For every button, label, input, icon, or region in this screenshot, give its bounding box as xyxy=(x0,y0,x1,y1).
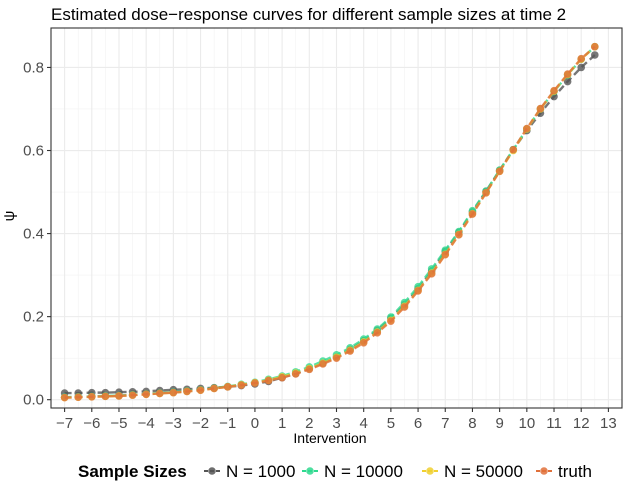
data-point xyxy=(550,86,558,95)
data-point xyxy=(74,393,82,402)
y-axis: 0.0 0.2 0.4 0.6 0.8 xyxy=(23,59,51,409)
x-tick-label: 3 xyxy=(332,415,340,432)
x-tick-label: 12 xyxy=(573,415,590,432)
data-point xyxy=(332,354,341,362)
y-tick-label: 0.0 xyxy=(23,392,44,409)
legend-label: truth xyxy=(558,462,592,481)
data-point xyxy=(577,63,586,72)
y-axis-label: ψ xyxy=(1,211,18,222)
data-point xyxy=(591,42,599,51)
data-point xyxy=(142,390,150,399)
legend: Sample Sizes N = 1000 N = 10000 N = 50000 t… xyxy=(78,462,592,481)
x-tick-label: −4 xyxy=(138,415,155,432)
legend-title: Sample Sizes xyxy=(78,462,187,481)
chart-title: Estimated dose−response curves for diffe… xyxy=(51,5,566,24)
data-point xyxy=(101,392,110,401)
legend-key-point xyxy=(208,467,216,475)
legend-item: N = 50000 xyxy=(422,462,523,481)
x-axis-label: Intervention xyxy=(293,430,366,446)
data-point xyxy=(210,384,218,393)
x-tick-label: 10 xyxy=(518,415,535,432)
data-point xyxy=(223,383,232,391)
legend-key-point xyxy=(426,467,434,475)
x-tick-label: −5 xyxy=(110,415,127,432)
x-tick-label: −1 xyxy=(219,415,236,432)
y-tick-label: 0.4 xyxy=(23,226,44,243)
data-point xyxy=(400,303,409,311)
data-point xyxy=(251,379,259,387)
data-point xyxy=(155,389,164,398)
data-point xyxy=(563,70,572,78)
data-point xyxy=(414,287,422,295)
y-tick-label: 0.8 xyxy=(23,59,44,76)
data-point xyxy=(115,392,123,400)
x-tick-label: 9 xyxy=(495,415,503,432)
data-point xyxy=(427,270,436,278)
data-point xyxy=(563,77,572,86)
data-point xyxy=(509,145,518,154)
series-layer xyxy=(60,42,599,402)
data-point xyxy=(60,393,69,402)
data-point xyxy=(468,210,477,218)
legend-label: N = 1000 xyxy=(226,462,295,481)
data-point xyxy=(359,339,368,347)
x-axis: −7 −6 −5 −4 −3 −2 −1 0 1 2 3 4 5 6 7 8 9 10 11 12 13 xyxy=(56,408,617,432)
data-point xyxy=(577,54,586,63)
data-point xyxy=(237,381,246,389)
legend-item: N = 1000 xyxy=(204,462,295,481)
data-point xyxy=(278,373,286,382)
data-point xyxy=(523,124,531,133)
legend-key-point xyxy=(306,467,314,475)
x-tick-label: 6 xyxy=(414,415,422,432)
data-point xyxy=(169,388,178,397)
series-truth xyxy=(60,42,599,402)
data-point xyxy=(346,347,354,355)
x-tick-label: 7 xyxy=(441,415,449,432)
legend-key-point xyxy=(540,467,548,475)
x-tick-label: −2 xyxy=(192,415,209,432)
x-tick-label: −7 xyxy=(56,415,73,432)
legend-item: N = 10000 xyxy=(302,462,403,481)
x-tick-label: 13 xyxy=(600,415,617,432)
legend-item: truth xyxy=(536,462,592,481)
data-point xyxy=(441,250,450,259)
x-tick-label: 4 xyxy=(360,415,368,432)
x-tick-label: 0 xyxy=(251,415,259,432)
data-point xyxy=(87,392,96,401)
data-point xyxy=(128,391,137,399)
y-tick-label: 0.2 xyxy=(23,309,44,326)
data-point xyxy=(183,387,191,396)
data-point xyxy=(482,189,490,197)
data-point xyxy=(495,167,504,176)
x-tick-label: 1 xyxy=(278,415,286,432)
series-line xyxy=(64,45,596,399)
data-point xyxy=(591,51,599,59)
x-tick-label: −3 xyxy=(165,415,182,432)
data-point xyxy=(536,104,545,113)
data-point xyxy=(291,370,300,378)
x-tick-label: −6 xyxy=(83,415,100,432)
y-tick-label: 0.6 xyxy=(23,143,44,160)
legend-label: N = 50000 xyxy=(444,462,523,481)
x-tick-label: 11 xyxy=(546,415,562,432)
data-point xyxy=(455,231,463,239)
x-tick-label: 2 xyxy=(305,415,313,432)
data-point xyxy=(196,386,205,394)
legend-label: N = 10000 xyxy=(324,462,403,481)
data-point xyxy=(264,376,273,385)
data-point xyxy=(319,360,327,368)
data-point xyxy=(373,329,382,337)
data-point xyxy=(387,317,395,326)
x-tick-label: 5 xyxy=(387,415,395,432)
data-point xyxy=(305,365,314,374)
x-tick-label: 8 xyxy=(468,415,476,432)
